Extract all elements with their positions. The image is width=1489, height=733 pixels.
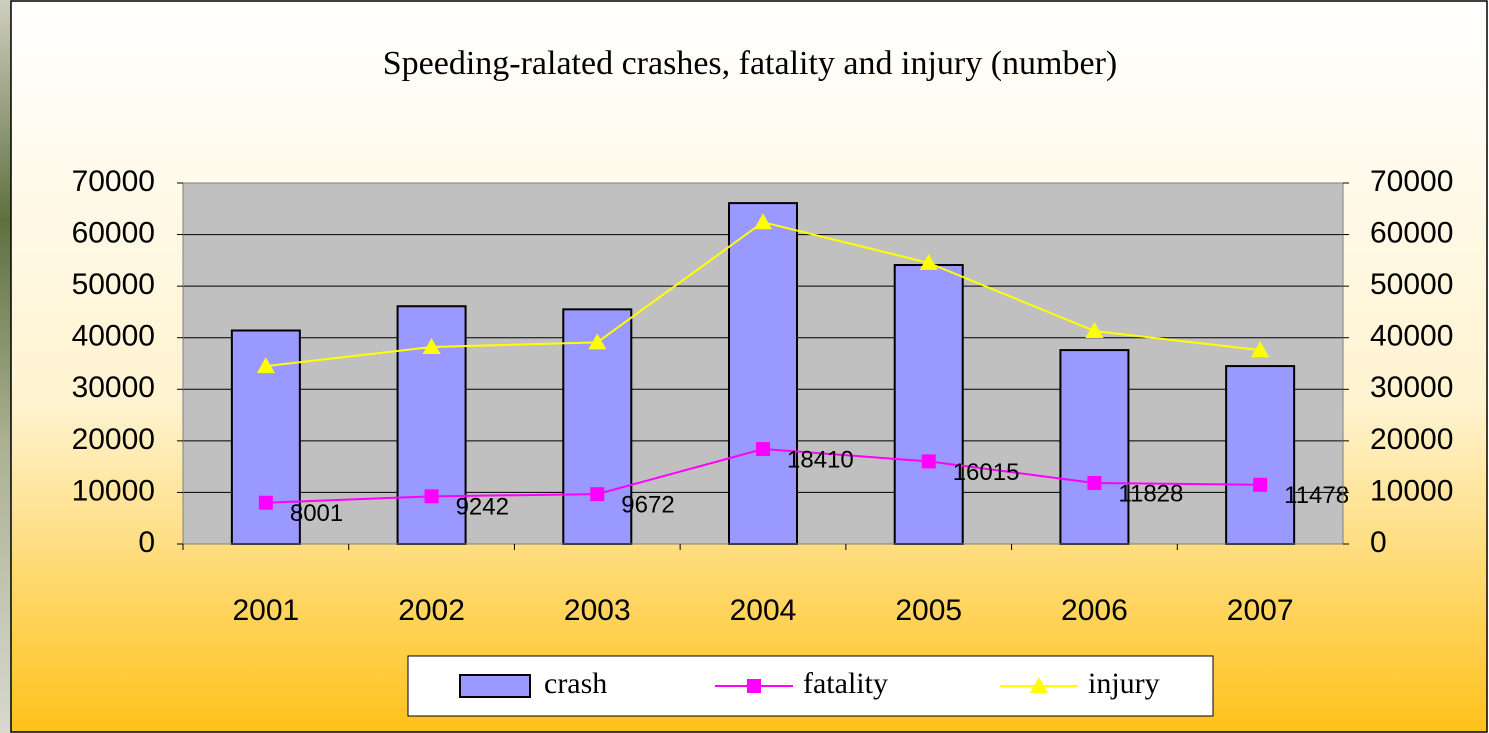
y2-tick-label: 30000 bbox=[1370, 371, 1453, 404]
x-tick-label: 2004 bbox=[730, 594, 797, 627]
bar bbox=[1226, 366, 1294, 544]
chart: Speeding-ralated crashes, fatality and i… bbox=[0, 0, 1489, 733]
y2-tick-label: 0 bbox=[1370, 526, 1387, 559]
legend-label: injury bbox=[1088, 667, 1160, 700]
marker bbox=[756, 442, 770, 456]
y-tick-label: 70000 bbox=[72, 165, 155, 198]
background-photo-strip bbox=[0, 0, 11, 733]
marker bbox=[1253, 478, 1267, 492]
data-label: 9242 bbox=[456, 494, 509, 521]
y2-tick-label: 10000 bbox=[1370, 474, 1453, 507]
marker bbox=[1087, 476, 1101, 490]
y2-tick-label: 70000 bbox=[1370, 165, 1453, 198]
x-tick-label: 2002 bbox=[398, 594, 465, 627]
marker bbox=[425, 489, 439, 503]
x-tick-label: 2003 bbox=[564, 594, 631, 627]
bar bbox=[895, 265, 963, 544]
marker bbox=[590, 487, 604, 501]
x-tick-label: 2006 bbox=[1061, 594, 1128, 627]
bar bbox=[729, 203, 797, 544]
data-label: 16015 bbox=[953, 459, 1020, 486]
bar bbox=[1060, 350, 1128, 544]
y-tick-label: 30000 bbox=[72, 371, 155, 404]
y-tick-label: 50000 bbox=[72, 268, 155, 301]
page: {"chart_data": {"type": "bar-line", "tit… bbox=[0, 0, 1489, 733]
legend-label: crash bbox=[544, 667, 607, 700]
y-tick-label: 40000 bbox=[72, 320, 155, 353]
marker bbox=[922, 454, 936, 468]
marker bbox=[259, 496, 273, 510]
data-label: 11828 bbox=[1118, 480, 1183, 507]
chart-title: Speeding-ralated crashes, fatality and i… bbox=[383, 45, 1118, 82]
y2-tick-label: 50000 bbox=[1370, 268, 1453, 301]
legend-label: fatality bbox=[803, 667, 888, 700]
x-tick-label: 2007 bbox=[1227, 594, 1294, 627]
x-tick-label: 2001 bbox=[232, 594, 299, 627]
y2-tick-label: 40000 bbox=[1370, 320, 1453, 353]
legend-swatch bbox=[460, 675, 530, 697]
y-tick-label: 0 bbox=[138, 526, 155, 559]
marker bbox=[747, 679, 761, 693]
data-label: 11478 bbox=[1284, 482, 1349, 509]
data-label: 8001 bbox=[290, 500, 343, 527]
y-tick-label: 60000 bbox=[72, 216, 155, 249]
x-tick-label: 2005 bbox=[895, 594, 962, 627]
y2-tick-label: 20000 bbox=[1370, 423, 1453, 456]
data-label: 9672 bbox=[621, 491, 674, 518]
y2-tick-label: 60000 bbox=[1370, 216, 1453, 249]
data-label: 18410 bbox=[787, 446, 854, 473]
y-tick-label: 10000 bbox=[72, 474, 155, 507]
y-tick-label: 20000 bbox=[72, 423, 155, 456]
